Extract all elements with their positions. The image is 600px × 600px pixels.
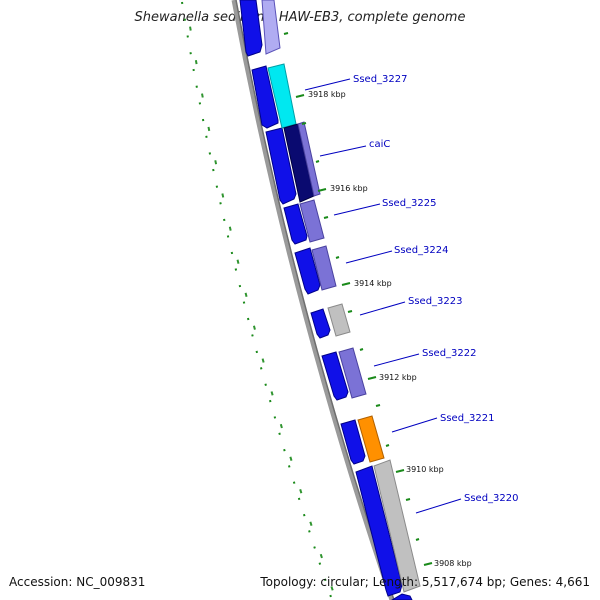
outer-gene-7 [321, 351, 349, 401]
outer-gene-6 [310, 308, 331, 339]
scale-tick-label: 3910 kbp [406, 465, 444, 474]
accession-label: Accession: NC_009831 [9, 575, 146, 589]
gene-label-ssed-3225: Ssed_3225 [382, 198, 437, 209]
gene-block-ssed-3222 [338, 347, 367, 399]
scale-tick-label: 3916 kbp [330, 184, 368, 193]
map-title: Shewanella sediminis HAW-EB3, complete g… [134, 10, 466, 25]
outer-gene-1 [239, 0, 263, 57]
gene-label-ssed-3223: Ssed_3223 [408, 296, 463, 307]
outer-gene-8 [340, 419, 366, 465]
gene-block-ssed-3225 [299, 199, 325, 243]
gc-content-track [181, 1, 337, 600]
gene-label-caic: caiC [369, 139, 390, 150]
inner-gene-top [261, 0, 281, 55]
scale-tick-label: 3912 kbp [379, 373, 417, 382]
gene-label-ssed-3220: Ssed_3220 [464, 493, 519, 504]
gene-label-ssed-3222: Ssed_3222 [422, 348, 477, 359]
gene-labels: Ssed_3227 caiC Ssed_3225 Ssed_3224 Ssed_… [304, 74, 519, 514]
gene-block-ssed-3224 [311, 245, 337, 291]
outer-gene-2 [251, 65, 279, 129]
outer-gene-5 [294, 247, 321, 295]
gene-label-ssed-3224: Ssed_3224 [394, 245, 449, 256]
scale-tick-label: 3918 kbp [308, 90, 346, 99]
genome-backbone [231, 0, 395, 600]
outer-gene-9 [355, 465, 403, 597]
gene-block-ssed-3227 [267, 63, 297, 129]
gene-block-ssed-3223 [327, 303, 351, 337]
outer-strand-genes [239, 0, 413, 600]
outer-gene-10 [391, 593, 413, 600]
gene-block-ssed-3221 [357, 415, 385, 463]
gene-block-caic-b [297, 121, 321, 197]
gene-label-ssed-3221: Ssed_3221 [440, 413, 495, 424]
gene-label-ssed-3227: Ssed_3227 [353, 74, 408, 85]
inner-strand-genes [261, 0, 421, 593]
outer-gene-4 [283, 203, 308, 245]
scale-ticks: 3918 kbp 3916 kbp 3914 kbp 3912 kbp 3910… [283, 32, 472, 568]
genome-summary-label: Topology: circular; Length: 5,517,674 bp… [260, 575, 590, 589]
scale-tick-label: 3914 kbp [354, 279, 392, 288]
scale-tick-label: 3908 kbp [434, 559, 472, 568]
gene-block-ssed-3220 [373, 459, 421, 593]
